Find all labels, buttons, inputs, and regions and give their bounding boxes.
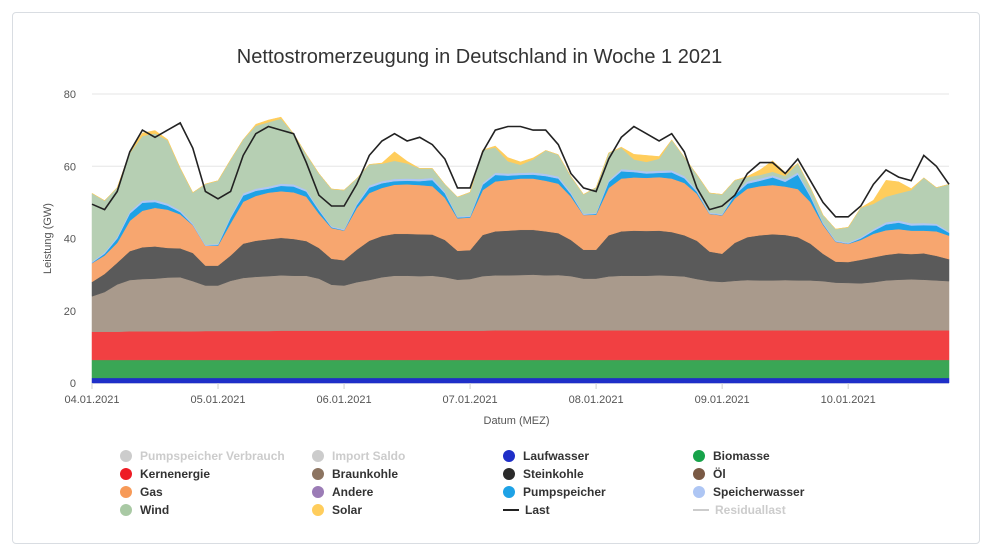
legend-item-steinkohle[interactable]: Steinkohle [503, 467, 584, 481]
y-axis-title: Leistung (GW) [42, 203, 54, 274]
legend-swatch-icon [693, 468, 705, 480]
legend-label: Import Saldo [332, 449, 406, 463]
x-tick-label: 06.01.2021 [317, 394, 372, 406]
legend-item-pumpspeicher-verbrauch[interactable]: Pumpspeicher Verbrauch [120, 449, 285, 463]
y-tick-label-60: 60 [64, 161, 76, 173]
legend-swatch-icon [693, 509, 709, 511]
legend-label: Residuallast [715, 503, 786, 517]
legend-label: Last [525, 503, 550, 517]
x-tick-label: 08.01.2021 [569, 394, 624, 406]
legend-swatch-icon [312, 468, 324, 480]
area-biomasse [91, 359, 950, 379]
legend-swatch-icon [120, 450, 132, 462]
legend-label: Wind [140, 503, 170, 517]
legend-label: Kernenergie [140, 467, 211, 481]
legend-label: Speicherwasser [713, 485, 805, 499]
legend-swatch-icon [312, 486, 324, 498]
legend-item-braunkohle[interactable]: Braunkohle [312, 467, 398, 481]
legend-swatch-icon [503, 486, 515, 498]
legend-label: Steinkohle [523, 467, 584, 481]
legend-item-andere[interactable]: Andere [312, 485, 373, 499]
legend-item-laufwasser[interactable]: Laufwasser [503, 449, 589, 463]
legend-label: Solar [332, 503, 363, 517]
line-last [91, 121, 950, 218]
x-tick-label: 10.01.2021 [821, 394, 876, 406]
x-tick-label: 04.01.2021 [64, 394, 119, 406]
chart-svg: 0 20 40 60 80 04.01.2021 05.01.2021 06.01.2021 0… [42, 89, 950, 427]
area-solar [91, 116, 950, 230]
legend-item-kernenergie[interactable]: Kernenergie [120, 467, 210, 481]
legend-swatch-icon [312, 504, 324, 516]
legend-item-pumpspeicher[interactable]: Pumpspeicher [503, 485, 606, 499]
x-tick-label: 09.01.2021 [695, 394, 750, 406]
y-tick-label-40: 40 [64, 234, 76, 246]
legend-swatch-icon [693, 450, 705, 462]
legend-label: Andere [332, 485, 374, 499]
legend-swatch-icon [693, 486, 705, 498]
legend-label: Braunkohle [332, 467, 399, 481]
legend-swatch-icon [503, 450, 515, 462]
area-laufwasser [91, 377, 950, 384]
legend-item-biomasse[interactable]: Biomasse [693, 449, 770, 463]
legend-swatch-icon [120, 468, 132, 480]
legend-swatch-icon [503, 509, 519, 511]
legend-item-wind[interactable]: Wind [120, 503, 169, 517]
y-tick-label-20: 20 [64, 306, 76, 318]
legend-label: Laufwasser [523, 449, 590, 463]
legend-item-last[interactable]: Last [503, 503, 550, 517]
legend-swatch-icon [312, 450, 324, 462]
y-tick-label-80: 80 [64, 89, 76, 101]
legend-label: Biomasse [713, 449, 770, 463]
x-tick-label: 05.01.2021 [190, 394, 245, 406]
area-kernenergie [91, 330, 950, 361]
y-tick-label-0: 0 [70, 378, 76, 390]
legend-label: Öl [713, 467, 726, 481]
legend-swatch-icon [120, 504, 132, 516]
legend-item--l[interactable]: Öl [693, 467, 726, 481]
legend-swatch-icon [120, 486, 132, 498]
legend-label: Pumpspeicher [523, 485, 606, 499]
legend-item-import-saldo[interactable]: Import Saldo [312, 449, 405, 463]
legend-label: Gas [140, 485, 163, 499]
legend-item-residuallast[interactable]: Residuallast [693, 503, 786, 517]
legend-item-gas[interactable]: Gas [120, 485, 163, 499]
chart-title: Nettostromerzeugung in Deutschland in Wo… [236, 46, 723, 68]
legend-item-speicherwasser[interactable]: Speicherwasser [693, 485, 804, 499]
x-tick-label: 07.01.2021 [443, 394, 498, 406]
legend-label: Pumpspeicher Verbrauch [140, 449, 285, 463]
legend-swatch-icon [503, 468, 515, 480]
x-axis-title: Datum (MEZ) [484, 415, 550, 427]
legend-item-solar[interactable]: Solar [312, 503, 362, 517]
